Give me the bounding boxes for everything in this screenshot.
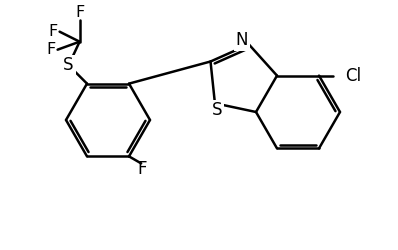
Text: Cl: Cl (345, 67, 361, 85)
Text: F: F (75, 5, 84, 20)
Text: F: F (46, 42, 55, 57)
Text: S: S (63, 56, 74, 74)
Text: F: F (137, 160, 147, 178)
Text: S: S (212, 101, 222, 119)
Text: F: F (48, 24, 57, 39)
Text: N: N (236, 32, 248, 50)
